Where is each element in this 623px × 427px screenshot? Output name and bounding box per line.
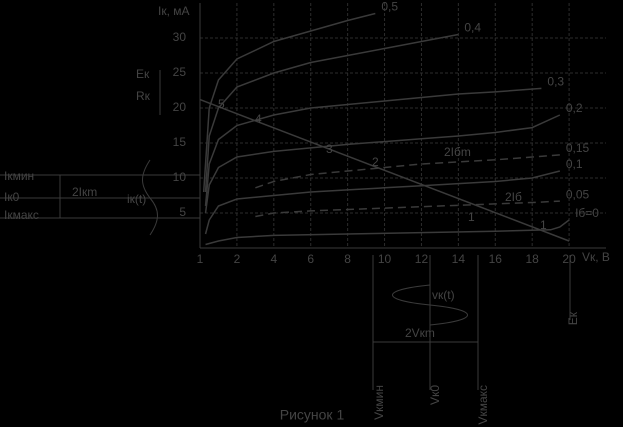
x-tick-label: 10 [378, 252, 392, 266]
annotation: vк(t) [432, 288, 455, 302]
annotation: 2Vкm [405, 326, 435, 340]
x-tick-label: 20 [562, 252, 576, 266]
annotation: 5 [218, 97, 225, 111]
annotation: Vк0 [428, 385, 442, 405]
x-tick-label: 1 [197, 252, 204, 266]
load-line [199, 98, 570, 242]
x-tick-label: 6 [307, 252, 314, 266]
annotation: 1 [468, 210, 475, 224]
annotation: Iк0 [4, 190, 20, 204]
annotation: Iкмин [4, 169, 34, 183]
y-tick-label: 20 [173, 100, 187, 114]
annotation: Eк [136, 67, 150, 81]
x-tick-label: 18 [526, 252, 540, 266]
curve [204, 114, 561, 214]
x-tick-label: 12 [415, 252, 429, 266]
y-axis-label: Iк, мА [158, 4, 190, 18]
annotation: Vкмакс [476, 385, 490, 425]
curve-label: 0,15 [566, 141, 590, 155]
curve-label: Iб=0 [575, 206, 599, 220]
annotation: 2Iбm [444, 145, 471, 159]
annotation: iк(t) [127, 192, 146, 206]
x-tick-label: 8 [344, 252, 351, 266]
curve [205, 219, 570, 246]
curve-label: 0,1 [566, 157, 583, 171]
curve [255, 154, 560, 189]
y-tick-label: 5 [179, 205, 186, 219]
curve [204, 33, 459, 193]
curve [255, 200, 560, 218]
curve-label: 0,05 [566, 187, 590, 201]
curve-label: 0,3 [547, 75, 564, 89]
annotation: 2Iкm [72, 185, 97, 199]
chart-title: Рисунок 1 [280, 407, 345, 423]
annotation: 2 [372, 155, 379, 169]
annotation: Eк [566, 311, 580, 325]
curve-label: 0,5 [381, 0, 398, 14]
y-tick-label: 10 [173, 170, 187, 184]
curve [202, 12, 376, 193]
y-tick-label: 15 [173, 135, 187, 149]
decoration [0, 70, 571, 390]
x-tick-label: 14 [452, 252, 466, 266]
curve-label: 0,2 [566, 101, 583, 115]
curve-label: 0,4 [464, 21, 481, 35]
annotation: 4 [255, 112, 262, 126]
annotation: Vкмин [372, 385, 386, 420]
x-axis-label: Vк, В [582, 250, 610, 264]
x-tick-label: 4 [270, 252, 277, 266]
y-tick-label: 30 [173, 30, 187, 44]
x-tick-label: 16 [489, 252, 503, 266]
annotation: Iкмакс [4, 208, 39, 222]
annotation: 3 [326, 142, 333, 156]
curve [204, 170, 561, 235]
annotation: Rк [136, 89, 151, 103]
y-tick-label: 25 [173, 65, 187, 79]
curve [204, 87, 542, 207]
annotation: 1 [540, 218, 547, 232]
x-tick-label: 2 [234, 252, 241, 266]
annotation: 2Iб [505, 190, 522, 204]
